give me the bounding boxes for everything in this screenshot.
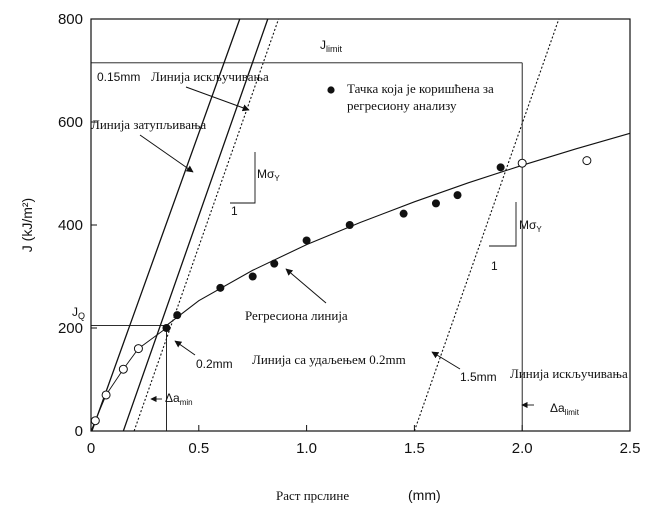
m-sigma-upper: MσY (257, 167, 280, 183)
open-data-point (517, 158, 527, 168)
y-tick-label: 200 (58, 320, 83, 337)
j-limit-label: Jlimit (320, 38, 342, 54)
filled-data-point (345, 221, 354, 229)
offset-02-line (133, 18, 280, 432)
axis-ticks: 0 0.5 1.0 1.5 2.0 2.5 0 200 400 600 800 (58, 11, 640, 457)
lower-slope-triangle (489, 202, 517, 247)
exclusion-15-line (413, 18, 560, 432)
filled-data-point (216, 283, 225, 292)
j-q-label: JQ (72, 305, 85, 321)
regression-line (166, 132, 631, 326)
m-sigma-lower: MσY (519, 218, 542, 234)
exclusion-15-value: 1.5mm (460, 370, 497, 384)
filled-data-point (453, 191, 462, 200)
exclusion-15-label: Линија искључивања (510, 366, 628, 381)
filled-data-point (248, 272, 257, 281)
open-data-point (101, 390, 111, 400)
offset-02-arrow (174, 340, 196, 356)
regression-label: Регресиона линија (245, 308, 348, 323)
da-limit-label: Δalimit (550, 401, 580, 417)
offset-02-value: 0.2mm (196, 357, 233, 371)
guide-lines (91, 18, 560, 432)
da-min-label: Δamin (165, 391, 193, 407)
exclusion-15-arrow (431, 351, 461, 370)
blunting-arrow (139, 134, 194, 173)
legend-text-line2: регресиону анализу (347, 98, 457, 113)
slope-one-upper: 1 (231, 204, 238, 218)
exclusion-015-label: Линија искључивања (151, 69, 269, 84)
exclusion-015-arrow (185, 86, 250, 112)
data-points (90, 156, 592, 426)
offset-02-label: Линија са удаљењем 0.2mm (252, 352, 406, 367)
x-tick-label: 1.0 (296, 440, 317, 457)
x-tick-label: 0.5 (188, 440, 209, 457)
filled-data-point (162, 324, 171, 332)
regression-curve (90, 132, 631, 432)
y-axis-label: J (kJ/m²) (19, 198, 35, 252)
x-tick-label: 2.5 (620, 440, 641, 457)
x-tick-label: 1.5 (404, 440, 425, 457)
exclusion-015-line (122, 18, 269, 432)
y-tick-label: 0 (75, 423, 83, 440)
filled-data-point (496, 163, 505, 172)
open-data-point (118, 364, 128, 374)
y-tick-label: 800 (58, 11, 83, 28)
open-data-point (133, 344, 143, 354)
regression-arrow (285, 268, 327, 304)
y-tick-label: 600 (58, 114, 83, 131)
open-data-point (90, 416, 100, 426)
legend-filled-marker (327, 86, 335, 94)
y-tick-label: 400 (58, 217, 83, 234)
open-data-point (582, 156, 592, 166)
filled-data-point (173, 311, 182, 320)
blunting-line (91, 18, 241, 432)
legend-text-line1: Тачка која је коришћена за (347, 81, 494, 96)
upper-slope-triangle (230, 152, 256, 204)
x-tick-label: 0 (87, 440, 95, 457)
filled-data-point (270, 259, 279, 268)
filled-data-point (399, 209, 408, 218)
x-axis-unit: (mm) (408, 487, 441, 503)
x-tick-label: 2.0 (512, 440, 533, 457)
filled-data-point (302, 236, 311, 245)
blunting-label: Линија затупљивања (91, 117, 206, 132)
filled-data-point (431, 199, 440, 208)
exclusion-015-value: 0.15mm (97, 70, 140, 84)
slope-one-lower: 1 (491, 259, 498, 273)
x-axis-label: Раст прслине (276, 488, 349, 503)
